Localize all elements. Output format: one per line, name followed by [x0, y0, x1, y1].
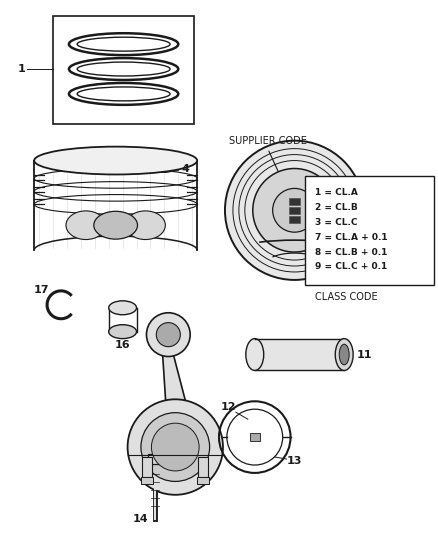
FancyBboxPatch shape [53, 17, 194, 124]
Ellipse shape [246, 338, 264, 370]
Circle shape [146, 313, 190, 357]
Circle shape [225, 141, 364, 280]
Text: 15: 15 [133, 424, 148, 434]
FancyBboxPatch shape [198, 457, 208, 477]
Text: 4: 4 [181, 164, 189, 174]
FancyBboxPatch shape [148, 454, 162, 464]
Ellipse shape [126, 211, 165, 239]
Circle shape [152, 423, 199, 471]
Text: 11: 11 [357, 350, 373, 360]
Ellipse shape [339, 344, 349, 365]
FancyBboxPatch shape [142, 457, 152, 477]
Circle shape [156, 322, 180, 346]
Circle shape [127, 399, 223, 495]
Ellipse shape [109, 301, 137, 315]
Text: 8 = CL.B + 0.1: 8 = CL.B + 0.1 [315, 247, 388, 256]
Text: 13: 13 [287, 456, 302, 466]
Text: SUPPLIER CODE: SUPPLIER CODE [229, 136, 307, 146]
Circle shape [253, 168, 336, 252]
Circle shape [273, 188, 316, 232]
Ellipse shape [335, 338, 353, 370]
Ellipse shape [34, 147, 197, 174]
Text: 3 = CL.C: 3 = CL.C [315, 218, 358, 227]
Text: 12: 12 [220, 402, 236, 412]
Text: 7 = CL.A + 0.1: 7 = CL.A + 0.1 [315, 232, 388, 241]
Polygon shape [163, 357, 185, 399]
Ellipse shape [94, 211, 138, 239]
Text: 1: 1 [18, 64, 25, 74]
Text: 9 = CL.C + 0.1: 9 = CL.C + 0.1 [315, 262, 388, 271]
Ellipse shape [66, 211, 106, 239]
Text: 17: 17 [33, 285, 49, 295]
Text: CLASS CODE: CLASS CODE [315, 292, 378, 302]
Text: 16: 16 [115, 340, 131, 350]
FancyBboxPatch shape [305, 176, 434, 285]
Ellipse shape [109, 325, 137, 338]
FancyBboxPatch shape [289, 207, 300, 214]
FancyBboxPatch shape [197, 477, 209, 484]
FancyBboxPatch shape [289, 198, 300, 205]
FancyBboxPatch shape [289, 216, 300, 223]
Circle shape [141, 413, 210, 481]
Text: 1 = CL.A: 1 = CL.A [315, 188, 358, 197]
Text: 14: 14 [133, 514, 148, 524]
Text: 2 = CL.B: 2 = CL.B [315, 203, 358, 212]
FancyBboxPatch shape [141, 477, 153, 484]
FancyBboxPatch shape [250, 433, 260, 441]
